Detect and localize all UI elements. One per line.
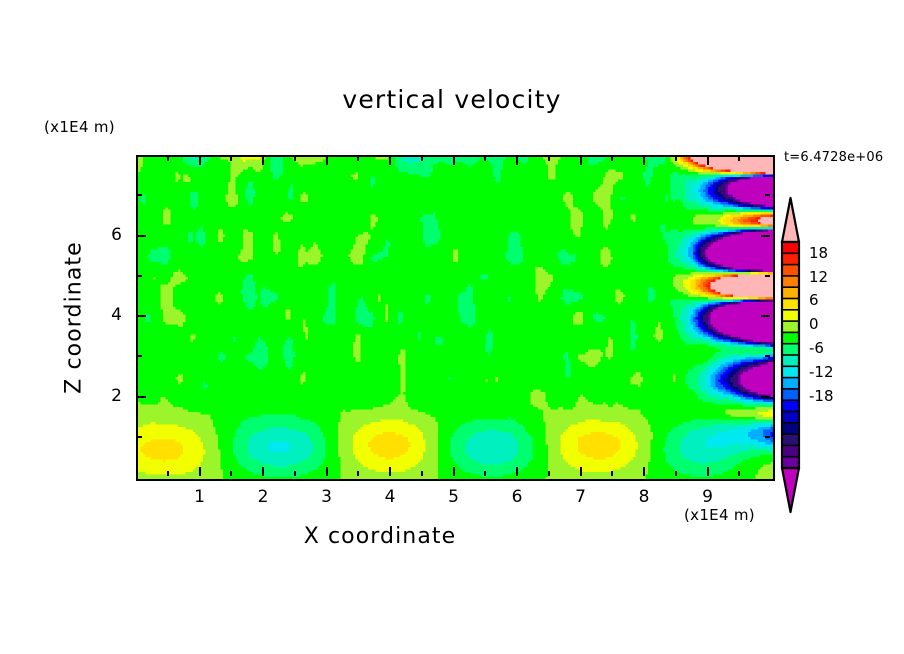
x-axis-tick xyxy=(738,471,741,476)
y-axis-tick xyxy=(765,355,770,358)
x-axis-tick xyxy=(738,156,741,161)
x-axis-tick xyxy=(389,156,391,165)
x-axis-tick xyxy=(389,467,391,476)
y-tick-label: 2 xyxy=(111,385,122,406)
x-axis-tick xyxy=(166,156,169,161)
colorbar-svg xyxy=(780,196,801,514)
plot-area xyxy=(136,155,775,481)
x-axis-tick xyxy=(198,156,201,165)
y-axis-tick xyxy=(765,274,770,277)
y-axis-tick xyxy=(137,274,142,277)
colorbar-tick-label: 6 xyxy=(809,291,819,310)
y-axis-tick xyxy=(137,315,146,317)
y-axis-tick xyxy=(761,234,770,237)
y-axis-tick xyxy=(765,194,770,197)
x-axis-tick xyxy=(516,156,518,165)
x-axis-tick xyxy=(357,471,360,476)
colorbar-tick-label: 18 xyxy=(809,243,829,262)
x-axis-tick xyxy=(230,471,233,476)
y-axis-tick xyxy=(137,194,142,197)
colorbar-tick-label: 12 xyxy=(809,267,829,286)
x-axis-tick xyxy=(516,467,518,476)
x-axis-tick xyxy=(674,156,677,161)
colorbar-tick-label: -18 xyxy=(809,386,834,405)
colorbar-tick-label: -6 xyxy=(809,339,824,358)
x-axis-tick xyxy=(484,471,487,476)
x-tick-label: 8 xyxy=(638,487,650,507)
y-axis-tick xyxy=(137,355,142,358)
x-axis-tick xyxy=(325,467,328,476)
x-axis-tick xyxy=(643,156,645,165)
x-tick-label: 7 xyxy=(575,487,586,507)
colorbar: 18 12 6 0 -6 -12 -18 xyxy=(780,196,834,514)
x-axis-tick xyxy=(706,156,709,165)
x-axis-tick xyxy=(452,156,455,165)
x-tick-label: 1 xyxy=(194,487,205,507)
x-axis-tick xyxy=(357,156,360,161)
y-axis-tick xyxy=(137,435,142,438)
contour-field xyxy=(138,157,773,479)
x-axis-tick xyxy=(293,471,296,476)
x-axis-tick xyxy=(579,467,582,476)
x-tick-label: 2 xyxy=(257,487,269,507)
y-axis-tick xyxy=(765,435,770,438)
x-tick-label: 5 xyxy=(448,487,459,507)
timestamp-label: t=6.4728e+06 xyxy=(784,150,884,165)
y-tick-label: 4 xyxy=(111,305,122,325)
chart-title: vertical velocity xyxy=(342,85,562,114)
x-axis-tick xyxy=(643,467,645,476)
y-axis-tick xyxy=(137,395,146,398)
y-axis-tick xyxy=(137,234,146,237)
colorbar-tick-label: 0 xyxy=(809,315,819,334)
x-axis-tick xyxy=(674,471,677,476)
x-axis-tick xyxy=(198,467,201,476)
x-axis-tick xyxy=(293,156,296,161)
x-axis-tick xyxy=(420,471,423,476)
x-axis-tick xyxy=(547,471,550,476)
x-tick-label: 3 xyxy=(321,487,332,507)
x-axis-tick xyxy=(579,156,582,165)
x-axis-tick xyxy=(230,156,233,161)
x-axis-tick xyxy=(547,156,550,161)
x-axis-tick xyxy=(484,156,487,161)
colorbar-tick-label: -12 xyxy=(809,362,834,381)
x-axis-tick xyxy=(611,471,614,476)
x-tick-label: 9 xyxy=(702,487,713,507)
y-tick-label: 6 xyxy=(111,224,122,245)
x-axis-tick xyxy=(262,156,264,165)
x-axis-tick xyxy=(706,467,709,476)
y-axis-units-label: (x1E4 m) xyxy=(44,118,115,136)
x-axis-tick xyxy=(166,471,169,476)
y-axis-tick xyxy=(761,315,770,317)
y-axis-title: Z coordinate xyxy=(61,241,87,394)
x-axis-tick xyxy=(262,467,264,476)
x-axis-tick xyxy=(325,156,328,165)
x-axis-title: X coordinate xyxy=(303,524,457,549)
x-tick-label: 6 xyxy=(511,487,523,507)
y-axis-tick xyxy=(761,395,770,398)
x-tick-label: 4 xyxy=(384,487,396,507)
x-axis-units-label: (x1E4 m) xyxy=(684,506,755,524)
x-axis-tick xyxy=(452,467,455,476)
x-axis-tick xyxy=(611,156,614,161)
x-axis-tick xyxy=(420,156,423,161)
